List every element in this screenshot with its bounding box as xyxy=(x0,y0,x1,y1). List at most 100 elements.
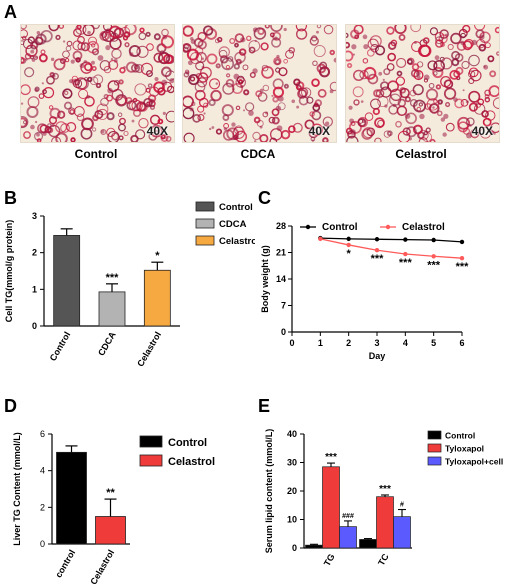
lipid-droplet xyxy=(369,35,382,48)
significance-mark: *** xyxy=(427,259,441,271)
stained-spot xyxy=(350,129,356,135)
lipid-droplet xyxy=(316,25,322,29)
x-tick-label: 0 xyxy=(289,338,294,348)
x-tick-label: Celastrol xyxy=(88,548,116,586)
significance-mark: *** xyxy=(106,272,120,284)
lipid-droplet xyxy=(222,129,235,141)
stained-spot xyxy=(51,123,55,128)
lipid-droplet xyxy=(231,82,243,95)
lipid-droplet xyxy=(346,32,349,38)
panel-e-label: E xyxy=(258,396,271,416)
legend-swatch xyxy=(427,430,442,440)
stained-spot xyxy=(329,89,334,94)
lipid-droplet xyxy=(373,89,382,98)
stained-spot xyxy=(162,34,168,40)
lipid-droplet xyxy=(383,68,391,76)
lipid-droplet xyxy=(130,134,139,142)
stained-spot xyxy=(423,74,430,81)
stained-spot xyxy=(100,32,104,37)
stained-spot xyxy=(87,30,91,35)
stained-spot xyxy=(50,57,55,62)
lipid-droplet xyxy=(451,58,460,67)
lipid-droplet xyxy=(37,123,48,134)
y-tick-label: 2 xyxy=(32,248,37,258)
stained-spot xyxy=(201,65,205,69)
significance-mark: * xyxy=(347,248,352,260)
data-point xyxy=(374,237,380,242)
stained-spot xyxy=(407,93,410,96)
lipid-droplet xyxy=(419,44,432,57)
bar-celastrol xyxy=(95,516,126,545)
lipid-droplet xyxy=(195,61,205,71)
lipid-droplet xyxy=(364,112,374,121)
stained-spot xyxy=(471,39,478,46)
stained-spot xyxy=(203,112,206,115)
lipid-droplet xyxy=(404,96,411,103)
lipid-droplet xyxy=(70,137,76,142)
lipid-droplet xyxy=(418,102,424,107)
stained-spot xyxy=(460,40,465,46)
lipid-droplet xyxy=(123,130,129,137)
stained-spot xyxy=(110,57,114,61)
magnification-label: 40X xyxy=(146,124,168,138)
lipid-droplet xyxy=(206,53,218,65)
lipid-droplet xyxy=(108,59,119,71)
lipid-droplet xyxy=(111,132,120,141)
lipid-droplet xyxy=(215,63,221,69)
lipid-droplet xyxy=(386,26,395,35)
lipid-droplet xyxy=(91,48,100,56)
stained-spot xyxy=(190,37,194,41)
micrograph-cdca-texture xyxy=(183,25,336,142)
lipid-droplet xyxy=(470,69,482,82)
lipid-droplet xyxy=(257,27,265,35)
lipid-droplet xyxy=(165,135,172,142)
legend-label: Tyloxapol xyxy=(445,444,484,454)
lipid-droplet xyxy=(316,63,327,74)
lipid-droplet xyxy=(66,40,73,47)
lipid-droplet xyxy=(346,135,359,142)
lipid-droplet xyxy=(304,119,315,130)
lipid-droplet xyxy=(107,80,120,92)
lipid-droplet xyxy=(62,88,73,99)
lipid-droplet xyxy=(386,130,393,137)
lipid-droplet xyxy=(484,42,491,49)
x-tick-label: 5 xyxy=(431,338,436,348)
lipid-droplet xyxy=(124,25,137,36)
lipid-droplet xyxy=(209,78,221,90)
lipid-droplet xyxy=(96,108,109,120)
stained-spot xyxy=(360,100,364,103)
lipid-droplet xyxy=(447,43,454,51)
lipid-droplet xyxy=(82,25,95,37)
lipid-droplet xyxy=(410,25,422,33)
significance-mark: *** xyxy=(371,253,385,265)
stained-spot xyxy=(129,52,134,57)
lipid-droplet xyxy=(229,37,236,44)
lipid-droplet xyxy=(246,35,252,41)
lipid-droplet xyxy=(313,45,326,58)
lipid-droplet xyxy=(226,127,240,141)
lipid-droplet xyxy=(317,88,327,98)
data-point xyxy=(431,237,436,243)
lipid-droplet xyxy=(253,116,261,124)
lipid-droplet xyxy=(59,58,66,64)
lipid-droplet xyxy=(462,40,473,51)
lipid-droplet xyxy=(413,69,424,81)
lipid-droplet xyxy=(147,83,153,88)
lipid-droplet xyxy=(396,70,403,77)
stained-spot xyxy=(97,55,104,61)
lipid-droplet xyxy=(346,62,353,69)
lipid-droplet xyxy=(346,41,351,49)
legend-swatch xyxy=(427,456,442,466)
lipid-droplet xyxy=(118,123,126,132)
lipid-droplet xyxy=(53,58,66,71)
legend-label: Control xyxy=(168,437,207,449)
lipid-droplet xyxy=(128,44,141,58)
lipid-droplet xyxy=(108,25,122,39)
lipid-droplet xyxy=(55,34,61,41)
legend-label: CDCA xyxy=(219,219,247,230)
stained-spot xyxy=(378,71,383,76)
legend-marker xyxy=(305,224,311,230)
lipid-droplet xyxy=(268,116,276,124)
lipid-droplet xyxy=(117,112,123,117)
lipid-droplet xyxy=(461,60,470,70)
